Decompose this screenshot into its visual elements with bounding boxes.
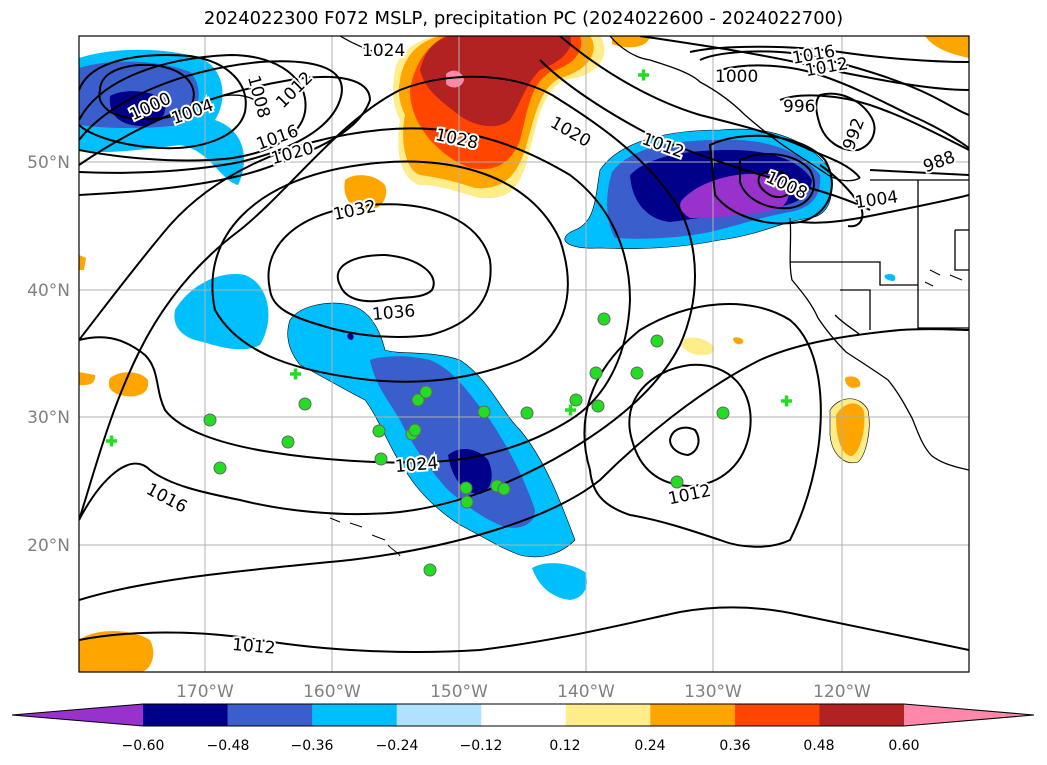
station-markers	[203, 312, 730, 577]
station-marker	[411, 393, 425, 407]
lat-label: 50°N	[27, 153, 70, 173]
colorbar-ticks: −0.60 −0.48 −0.36 −0.24 −0.12 0.12 0.24 …	[122, 738, 920, 754]
islands	[329, 269, 963, 557]
colorbar-segment	[312, 704, 398, 726]
colorbar-tick: 0.12	[549, 738, 580, 754]
colorbar-tick: 0.24	[634, 738, 665, 754]
station-plus-marker	[565, 404, 576, 416]
mslp-contours	[79, 36, 969, 653]
colorbar-segment	[734, 704, 820, 726]
shade-goa-positive	[344, 36, 969, 212]
map-frame	[78, 35, 970, 673]
station-marker	[597, 312, 611, 326]
lat-label: 20°N	[27, 536, 70, 556]
graticule	[79, 36, 969, 672]
station-marker	[591, 399, 605, 413]
contour-label: 1012	[231, 635, 276, 659]
station-marker	[419, 385, 433, 399]
contour-label: 1024	[394, 453, 439, 477]
station-marker	[203, 413, 217, 427]
colorbar-tick: 0.48	[803, 738, 834, 754]
map-title: 2024022300 F072 MSLP, precipitation PC (…	[203, 8, 844, 29]
station-marker	[298, 397, 312, 411]
contour-label: 1000	[715, 67, 758, 87]
station-plus-markers	[106, 69, 792, 447]
lon-label: 160°W	[303, 682, 361, 702]
station-plus-marker	[638, 69, 649, 81]
colorbar-outline	[11, 703, 1035, 727]
station-marker	[372, 424, 386, 438]
lon-label: 170°W	[176, 682, 234, 702]
colorbar-tick: 0.36	[719, 738, 750, 754]
longitude-labels: 170°W 160°W 150°W 140°W 130°W 120°W	[176, 682, 871, 702]
coastlines	[209, 36, 969, 471]
station-marker	[281, 435, 295, 449]
colorbar-segment	[227, 704, 313, 726]
station-marker	[497, 482, 511, 496]
station-marker	[569, 393, 583, 407]
station-marker	[374, 452, 388, 466]
lon-label: 130°W	[684, 682, 742, 702]
colorbar-segment	[143, 704, 229, 726]
station-plus-marker	[106, 435, 117, 447]
station-marker	[650, 334, 664, 348]
station-marker	[477, 405, 491, 419]
colorbar-segment	[481, 704, 567, 726]
lon-label: 120°W	[813, 682, 871, 702]
colorbar-tick: −0.60	[122, 738, 165, 754]
station-marker	[520, 406, 534, 420]
station-plus-marker	[632, 367, 643, 379]
lon-label: 140°W	[557, 682, 615, 702]
station-marker	[423, 563, 437, 577]
contour-label: 996	[783, 97, 815, 117]
station-plus-marker	[290, 368, 301, 380]
colorbar-tick: 0.60	[888, 738, 919, 754]
latitude-labels: 50°N 40°N 30°N 20°N	[27, 153, 70, 556]
colorbar-segment	[819, 704, 905, 726]
station-marker	[408, 423, 422, 437]
colorbar-tick: −0.12	[460, 738, 503, 754]
colorbar	[11, 703, 1035, 727]
lon-label: 150°W	[430, 682, 488, 702]
contour-label: 1036	[371, 301, 416, 325]
colorbar-tick: −0.24	[376, 738, 419, 754]
station-marker	[213, 461, 227, 475]
colorbar-tick: −0.36	[291, 738, 334, 754]
lat-label: 30°N	[27, 408, 70, 428]
station-plus-marker	[781, 395, 792, 407]
colorbar-segment	[12, 704, 143, 726]
colorbar-segment	[565, 704, 651, 726]
station-marker	[670, 475, 684, 489]
station-marker	[460, 495, 474, 509]
lat-label: 40°N	[27, 281, 70, 301]
colorbar-tick: −0.48	[207, 738, 250, 754]
shade-scattered-positive	[79, 255, 870, 672]
colorbar-segment	[650, 704, 736, 726]
colorbar-segment	[396, 704, 482, 726]
station-marker	[716, 406, 730, 420]
colorbar-segment	[904, 704, 1034, 726]
station-marker	[459, 481, 473, 495]
contour-label: 1024	[362, 41, 405, 61]
station-marker	[589, 366, 603, 380]
